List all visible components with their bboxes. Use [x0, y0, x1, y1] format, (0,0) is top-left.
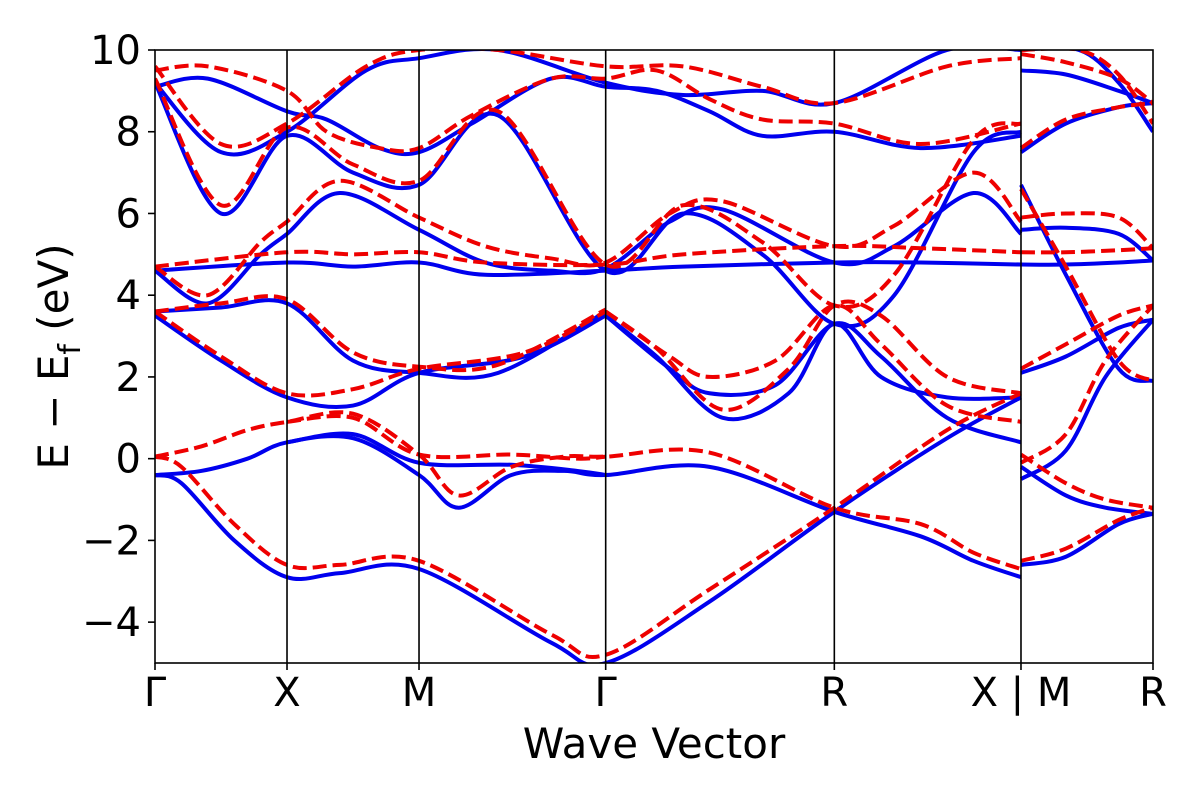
blue-band-5: [155, 298, 607, 380]
red-band-20: [1019, 101, 1153, 150]
blue-band-18: [1020, 225, 1153, 263]
x-tick-label: R: [1139, 670, 1167, 716]
red-band-13: [1019, 452, 1153, 510]
blue-band-13: [1019, 465, 1153, 516]
blue-band-3: [286, 431, 606, 477]
y-axis-label-unit: (eV): [29, 243, 78, 344]
blue-band-7: [604, 314, 1021, 422]
blue-band-22: [1020, 50, 1153, 133]
red-band-11: [155, 63, 1022, 154]
plot-frame: [154, 49, 1154, 664]
x-tick-label: Γ: [144, 670, 167, 716]
y-axis-ticks: −4 −2 0 2 4 6 8 10: [82, 28, 155, 646]
blue-band-9: [155, 191, 1023, 306]
x-tick-label: M: [402, 670, 437, 716]
y-tick-label: 4: [116, 273, 141, 319]
red-band-7: [604, 299, 1022, 412]
blue-band-21: [1020, 68, 1153, 106]
red-band-22: [1020, 50, 1153, 125]
y-tick-label: −2: [82, 518, 141, 564]
blue-solid-bands: [155, 50, 1153, 663]
red-band-9: [155, 170, 1023, 298]
x-axis-ticks: Γ X M Γ R X | M R: [144, 663, 1167, 716]
red-band-17: [1020, 246, 1153, 255]
red-band-15: [1020, 505, 1153, 563]
y-axis-label-main: E − E: [29, 355, 78, 470]
red-band-12: [155, 50, 1022, 149]
blue-band-4: [155, 313, 607, 410]
red-band-19: [1019, 187, 1153, 383]
blue-band-1: [155, 434, 1022, 580]
x-tick-label: X | M: [971, 670, 1072, 716]
blue-band-15: [1020, 511, 1153, 567]
x-tick-label: Γ: [595, 670, 618, 716]
red-band-4: [155, 309, 607, 398]
y-tick-label: 0: [116, 437, 141, 483]
y-axis-label: E − Ef (eV): [29, 243, 88, 469]
y-tick-label: 10: [90, 28, 141, 74]
x-tick-label: R: [820, 670, 848, 716]
bands-layer: [155, 50, 1153, 663]
blue-band-14: [1019, 318, 1153, 481]
red-band-18: [1020, 211, 1153, 250]
y-tick-label: 8: [116, 110, 141, 156]
red-band-2: [155, 391, 1022, 660]
x-tick-label: X: [273, 670, 300, 716]
red-band-21: [1020, 52, 1153, 105]
blue-band-12: [155, 50, 1021, 157]
y-axis-label-subscript: f: [53, 343, 88, 355]
y-tick-label: −4: [82, 600, 141, 646]
red-band-14: [1019, 304, 1153, 465]
red-band-6: [604, 303, 1022, 424]
x-axis-label: Wave Vector: [523, 719, 786, 768]
red-band-1: [155, 410, 1022, 571]
blue-band-2: [155, 395, 1022, 663]
y-tick-label: 2: [116, 355, 141, 401]
red-band-8: [155, 243, 1022, 269]
blue-band-10: [155, 81, 1022, 329]
y-tick-label: 6: [116, 191, 141, 237]
blue-band-17: [1020, 258, 1153, 267]
red-band-10: [155, 77, 1022, 309]
blue-band-20: [1019, 101, 1153, 154]
k-point-lines: [286, 50, 1022, 663]
red-band-3: [286, 414, 606, 461]
red-band-5: [155, 294, 607, 373]
red-dashed-bands: [155, 50, 1153, 660]
red-band-16: [1020, 303, 1153, 371]
blue-band-19: [1019, 183, 1153, 383]
